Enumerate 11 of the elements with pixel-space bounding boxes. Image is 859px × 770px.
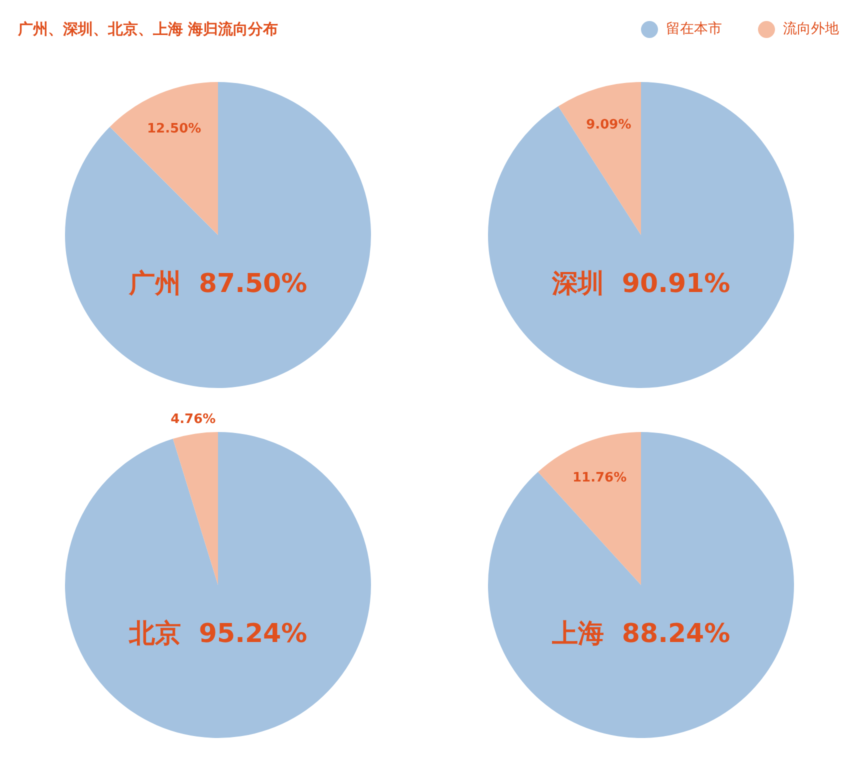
text: 广州 87.50% xyxy=(128,269,308,300)
legend-label: 流向外地 xyxy=(783,20,839,38)
data-label: 4.76% xyxy=(170,412,216,428)
text: 北京 95.24% xyxy=(128,619,308,650)
legend-label: 留在本市 xyxy=(666,20,722,38)
data-label: 12.50% xyxy=(147,121,202,136)
chart-title: 广州、深圳、北京、上海 海归流向分布 xyxy=(18,20,278,38)
data-label: 9.09% xyxy=(586,117,632,132)
text: 深圳 90.91% xyxy=(552,269,730,300)
text: 上海 88.24% xyxy=(552,619,730,650)
data-label: 11.76% xyxy=(572,470,627,486)
